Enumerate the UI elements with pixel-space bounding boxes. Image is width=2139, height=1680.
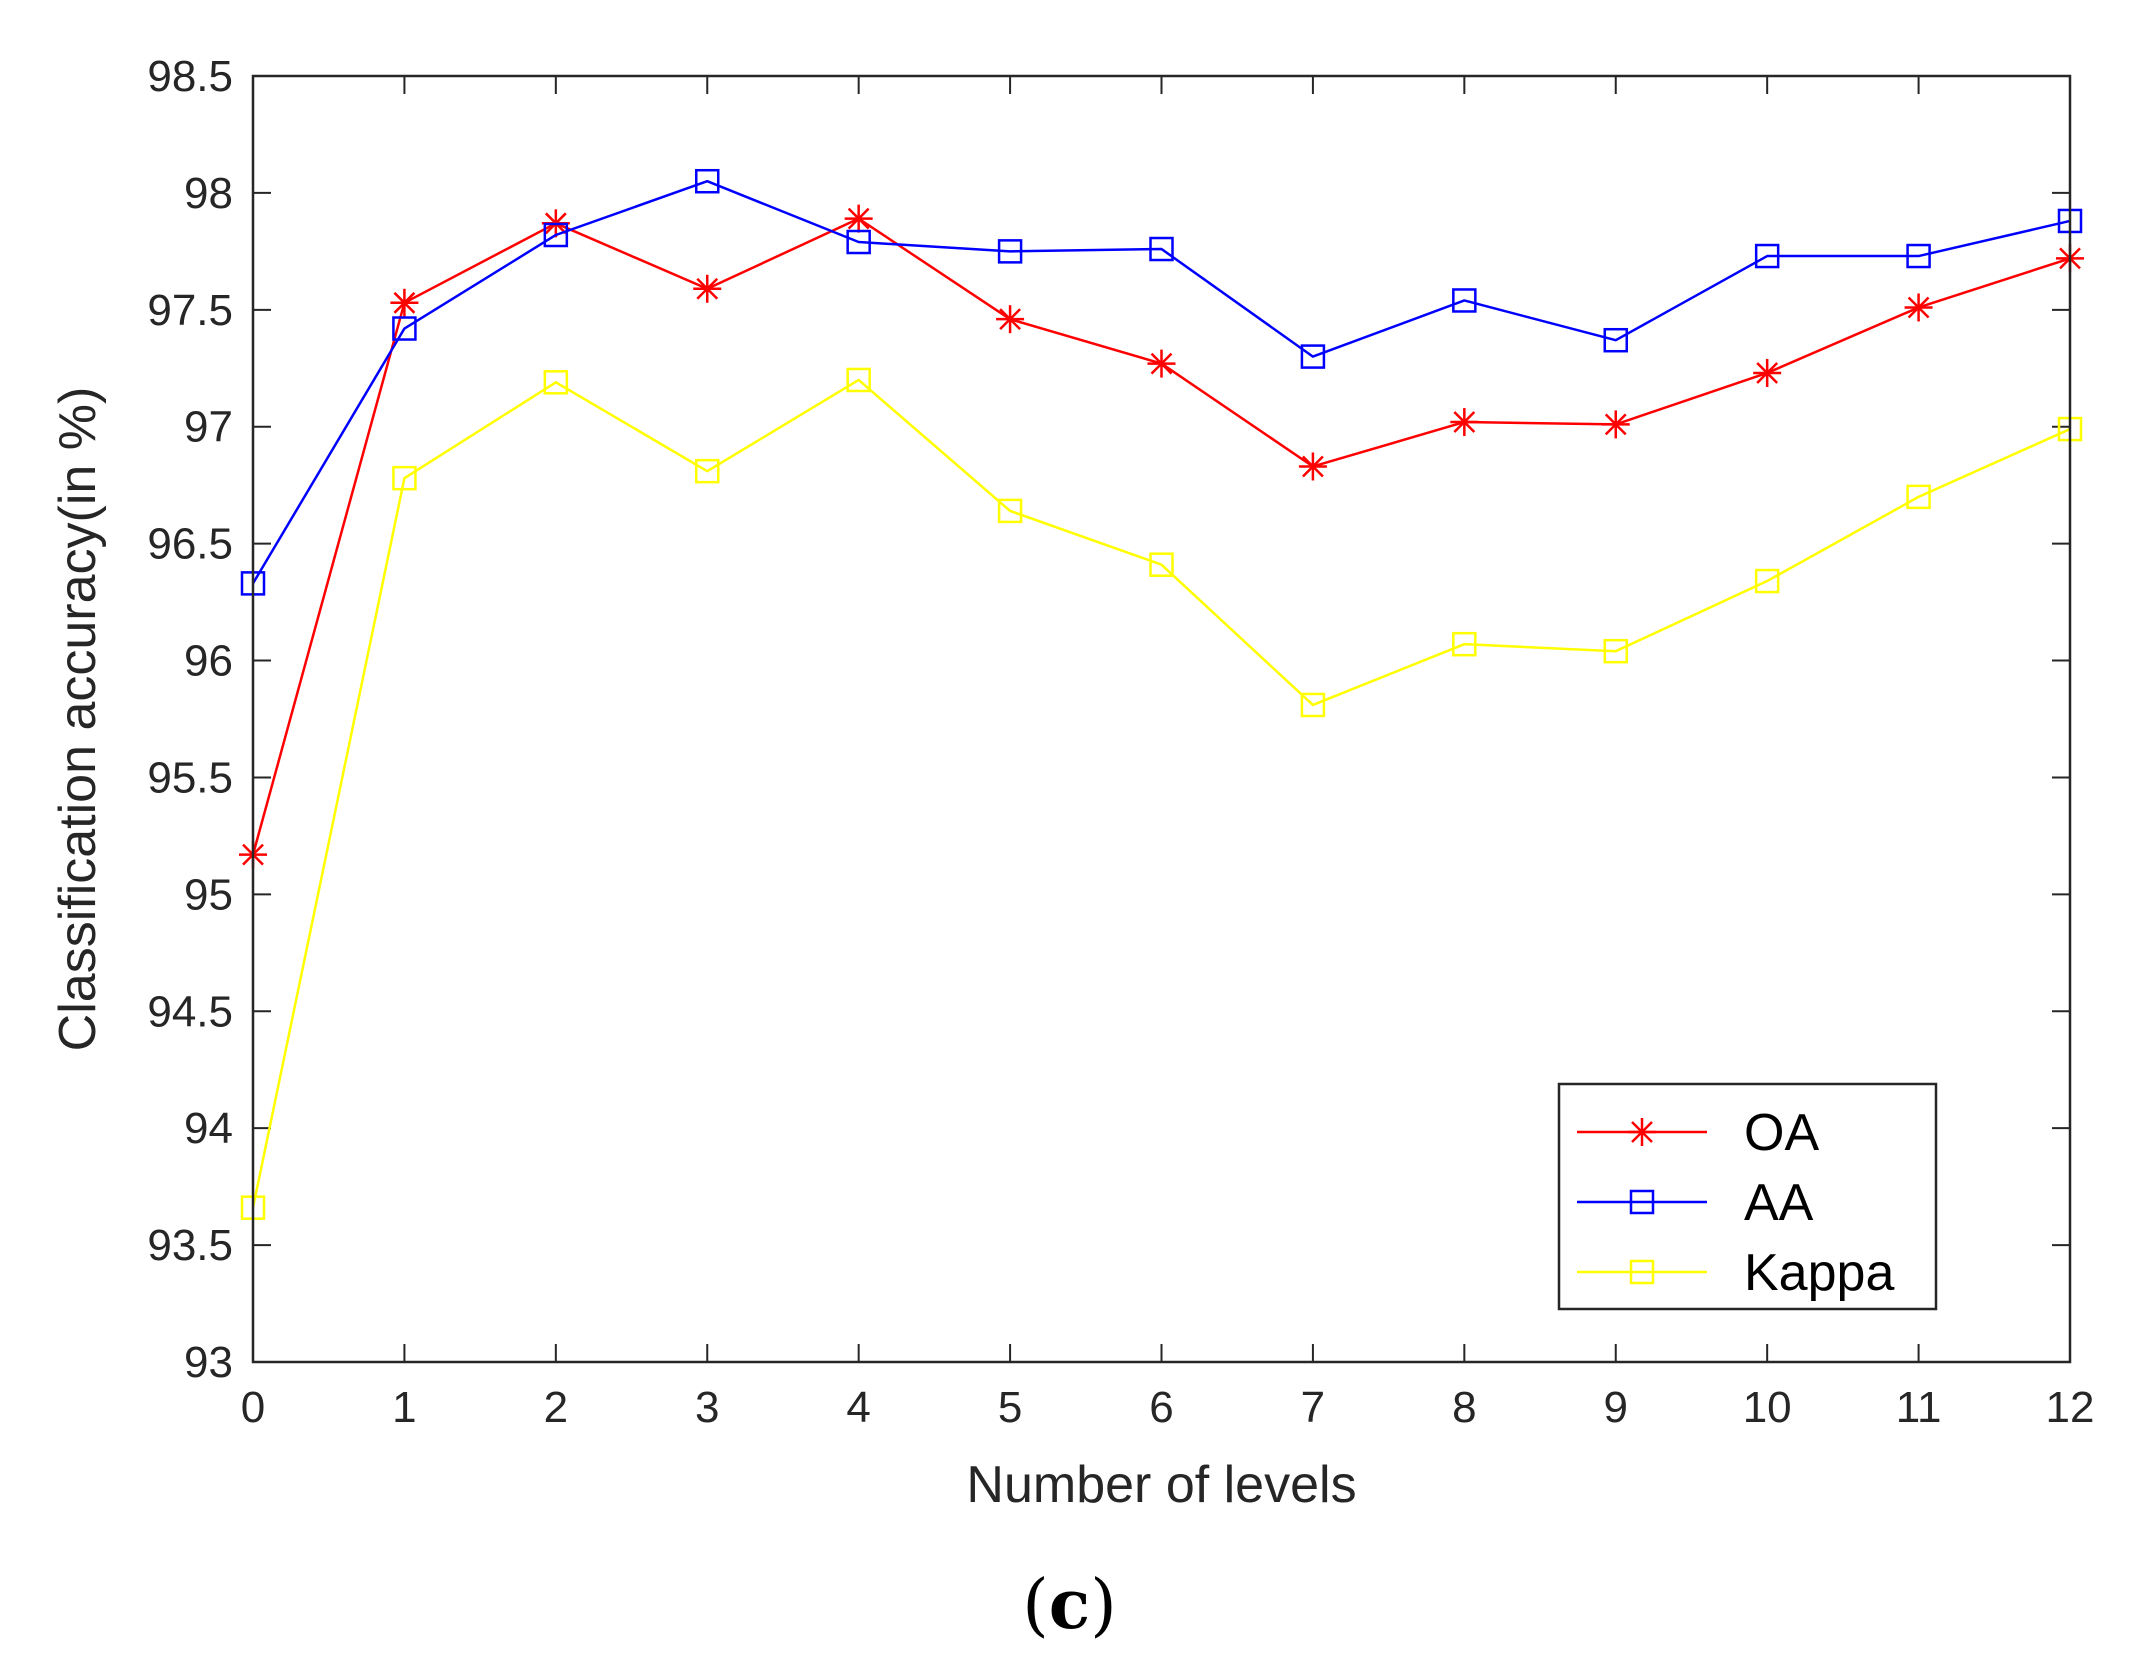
data-point-aa	[1754, 243, 1780, 269]
data-point-aa	[1149, 236, 1174, 262]
panel-caption: (c)	[0, 1565, 2139, 1645]
y-tick-label: 93	[184, 1338, 233, 1387]
x-tick-label: 7	[1301, 1383, 1325, 1432]
data-point-aa	[695, 168, 720, 194]
series-layer	[239, 168, 2084, 1220]
asterisk-stroke	[1150, 352, 1173, 375]
asterisk-stroke	[999, 308, 1021, 331]
data-point-aa	[1603, 327, 1628, 353]
x-tick-label: 0	[241, 1383, 265, 1432]
y-tick-label: 95.5	[147, 753, 233, 802]
asterisk-stroke	[847, 207, 870, 230]
plot-frame	[251, 74, 2072, 1364]
asterisk-stroke	[1453, 411, 1476, 433]
axis-ticks	[252, 75, 2071, 1363]
data-point-aa	[846, 229, 871, 255]
data-point-oa	[1450, 408, 1479, 437]
x-tick-label: 1	[392, 1383, 416, 1432]
y-tick-label: 97	[184, 403, 233, 452]
caption-letter: c	[1048, 1565, 1091, 1645]
data-point-kappa	[543, 370, 569, 395]
legend-label-kappa: Kappa	[1744, 1244, 1894, 1302]
data-point-oa	[1601, 410, 1630, 439]
y-axis-label: Classification accuracy(in %)	[49, 387, 107, 1052]
data-point-oa	[1753, 358, 1782, 387]
data-point-oa	[693, 274, 722, 303]
axes-frame	[251, 74, 2072, 1364]
data-point-kappa	[1906, 484, 1931, 510]
series-line-kappa	[251, 378, 2071, 1208]
asterisk-stroke	[1756, 362, 1779, 384]
asterisk-stroke	[393, 291, 416, 314]
x-tick-label: 2	[544, 1383, 568, 1432]
data-point-aa	[543, 222, 569, 248]
data-point-oa	[1147, 349, 1176, 378]
y-tick-label: 93.5	[147, 1221, 233, 1270]
y-tick-label: 94.5	[147, 987, 233, 1036]
tick-labels: 0 1 2 3 4 5 6 7 8 9 10 11 129393.59494.59595.59696.5…	[147, 52, 2094, 1432]
data-point-kappa	[1603, 638, 1628, 664]
legend-label-oa: OA	[1744, 1104, 1819, 1162]
asterisk-stroke	[1631, 1121, 1653, 1143]
legend-marker-kappa	[1629, 1259, 1655, 1285]
series-aa	[240, 168, 2083, 596]
legend-entry-aa: AA	[1577, 1174, 1814, 1232]
y-tick-label: 96	[184, 637, 233, 686]
data-point-kappa	[1300, 692, 1326, 718]
data-point-kappa	[1452, 631, 1477, 657]
data-point-oa	[1298, 452, 1327, 481]
y-tick-label: 98	[184, 169, 233, 218]
y-tick-label: 98.5	[147, 52, 233, 101]
y-tick-label: 95	[184, 870, 233, 919]
data-point-kappa	[1754, 568, 1780, 594]
caption-close-paren: )	[1090, 1566, 1117, 1645]
data-point-kappa	[695, 458, 720, 484]
data-point-oa	[996, 305, 1025, 334]
legend-entry-oa: OA	[1577, 1104, 1819, 1162]
x-tick-label: 5	[998, 1383, 1022, 1432]
asterisk-stroke	[1302, 455, 1324, 478]
data-point-kappa	[997, 498, 1023, 524]
x-axis-label: Number of levels	[966, 1456, 1356, 1514]
data-point-oa	[844, 204, 873, 233]
x-tick-label: 4	[846, 1383, 870, 1432]
legend-marker-aa	[1629, 1189, 1655, 1215]
asterisk-stroke	[1907, 296, 1930, 319]
data-point-aa	[1300, 344, 1326, 369]
y-tick-label: 94	[184, 1104, 233, 1153]
legend-marker-oa	[1628, 1118, 1656, 1146]
asterisk-stroke	[696, 277, 719, 300]
x-tick-label: 8	[1452, 1383, 1476, 1432]
x-tick-label: 9	[1604, 1383, 1628, 1432]
series-line-aa	[251, 179, 2071, 585]
data-point-aa	[392, 316, 417, 341]
y-tick-label: 97.5	[147, 286, 233, 335]
data-point-kappa	[846, 367, 871, 393]
legend-entry-kappa: Kappa	[1577, 1244, 1894, 1302]
x-tick-label: 11	[1896, 1383, 1942, 1432]
caption-open-paren: (	[1022, 1566, 1049, 1645]
x-tick-label: 10	[1743, 1383, 1792, 1432]
data-point-oa	[1904, 293, 1933, 322]
series-kappa	[240, 367, 2083, 1220]
data-point-kappa	[392, 465, 417, 491]
legend-box	[1557, 1082, 1938, 1311]
data-point-kappa	[1149, 552, 1174, 577]
data-point-oa	[390, 288, 419, 317]
legend: OA AA Kappa	[1557, 1082, 1938, 1311]
data-point-aa	[1452, 288, 1477, 313]
data-point-aa	[1906, 243, 1931, 269]
x-tick-label: 6	[1149, 1383, 1173, 1432]
data-point-aa	[997, 239, 1023, 264]
y-tick-label: 96.5	[147, 520, 233, 569]
asterisk-stroke	[1604, 413, 1627, 436]
x-tick-label: 12	[2046, 1383, 2095, 1432]
legend-label-aa: AA	[1744, 1174, 1814, 1232]
x-tick-label: 3	[695, 1383, 719, 1432]
